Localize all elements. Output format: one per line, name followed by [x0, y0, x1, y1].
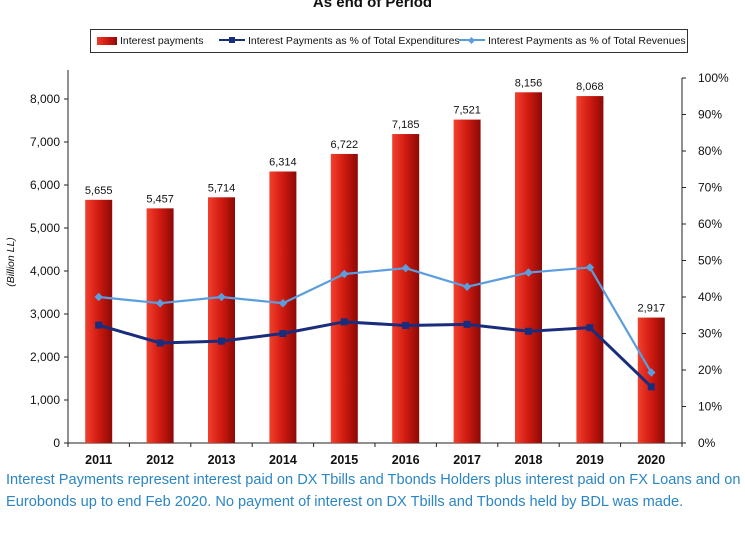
line-point-square	[525, 327, 532, 335]
legend-swatch-line	[219, 35, 245, 45]
y2-tick-label: 50%	[698, 254, 722, 268]
bar	[392, 134, 420, 444]
line-point-diamond	[340, 269, 349, 279]
chart-title: As end of Period	[312, 0, 433, 11]
y-tick-label: 7,000	[30, 135, 60, 149]
line-point-diamond	[278, 298, 288, 308]
line-point-diamond	[94, 292, 103, 302]
x-tick-label: 2019	[576, 453, 604, 467]
line-point-square	[463, 320, 471, 328]
line-point-diamond	[647, 368, 656, 377]
x-tick-label: 2016	[392, 453, 420, 467]
bar-value-label: 5,457	[146, 193, 174, 205]
x-tick-label: 2015	[330, 453, 358, 467]
legend-swatch-line	[459, 35, 485, 45]
y-tick-label: 1,000	[30, 393, 60, 407]
y-axis-label: (Billion LL)	[5, 237, 17, 287]
line-point-diamond	[524, 268, 533, 277]
y2-tick-label: 60%	[698, 217, 722, 231]
x-tick-label: 2011	[85, 453, 112, 467]
bar	[330, 153, 358, 444]
line-series-pct-revenues	[98, 266, 653, 374]
x-tick-label: 2020	[637, 453, 665, 467]
bar-value-label: 6,722	[331, 139, 359, 151]
y2-tick-label: 10%	[698, 400, 722, 414]
legend-label: Interest payments	[120, 35, 204, 47]
y-tick-label: 6,000	[30, 178, 60, 192]
bar-value-label: 5,714	[208, 182, 236, 194]
line-point-square	[340, 318, 348, 326]
legend-swatch-bar	[97, 37, 117, 45]
line-point-square	[402, 321, 410, 329]
x-tick-label: 2014	[269, 453, 297, 467]
x-tick-label: 2013	[208, 453, 236, 467]
y-tick-label: 8,000	[30, 92, 60, 106]
legend-item-pct-revenues: Interest Payments as % of Total Revenues	[459, 35, 686, 47]
line-point-square	[95, 321, 103, 329]
legend-item-pct-expenditures: Interest Payments as % of Total Expendit…	[219, 35, 460, 47]
line-point-diamond	[401, 263, 410, 273]
y2-tick-label: 70%	[698, 181, 722, 195]
line-point-diamond	[462, 282, 472, 292]
bar-value-label: 7,521	[453, 105, 481, 117]
bar	[637, 317, 665, 443]
legend-label: Interest Payments as % of Total Revenues	[488, 35, 686, 47]
line-series-pct-expenditures	[98, 320, 653, 388]
y2-tick-label: 30%	[698, 327, 722, 341]
bar-value-label: 8,068	[576, 81, 604, 93]
legend-item-interest-payments: Interest payments	[97, 35, 203, 47]
y2-tick-label: 40%	[698, 290, 722, 304]
bar-value-label: 2,917	[638, 303, 666, 315]
bar-value-label: 5,655	[85, 185, 113, 197]
y2-tick-label: 80%	[698, 144, 722, 158]
x-tick-label: 2017	[453, 453, 481, 467]
line-point-diamond	[585, 263, 595, 272]
line-point-square	[156, 339, 164, 347]
x-tick-label: 2018	[515, 453, 543, 467]
bar	[515, 92, 542, 444]
bar-value-label: 6,314	[269, 156, 297, 168]
chart-caption: Interest Payments represent interest pai…	[6, 472, 741, 510]
y-tick-label: 2,000	[30, 350, 60, 364]
line-point-diamond	[155, 298, 165, 308]
y-tick-label: 3,000	[30, 307, 60, 321]
y-tick-label: 4,000	[30, 264, 60, 278]
bar	[146, 208, 174, 443]
x-tick-label: 2012	[146, 453, 174, 467]
line-point-square	[279, 330, 287, 337]
y2-tick-label: 0%	[698, 436, 716, 450]
chart-plot: 0 1,000 2,000 3,000 4,000 5,000 6,000 7,000 8,00…	[5, 70, 729, 467]
chart-legend: Interest payments Interest Payments as %…	[90, 29, 688, 53]
line-point-square	[218, 337, 225, 345]
line-point-square	[586, 324, 594, 332]
bar-value-label: 7,185	[392, 119, 420, 131]
bar	[453, 119, 481, 444]
legend-label: Interest Payments as % of Total Expendit…	[248, 35, 460, 47]
y2-tick-label: 90%	[698, 108, 722, 122]
y2-tick-label: 20%	[698, 363, 722, 377]
bar	[208, 197, 235, 443]
y2-tick-label: 100%	[698, 71, 729, 85]
line-point-square	[647, 383, 655, 391]
bar-value-label: 8,156	[515, 77, 543, 89]
y-tick-label: 0	[53, 436, 60, 450]
bar	[85, 199, 113, 443]
y-tick-label: 5,000	[30, 221, 60, 235]
line-point-diamond	[217, 292, 226, 302]
